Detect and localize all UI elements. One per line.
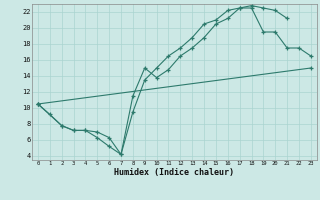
X-axis label: Humidex (Indice chaleur): Humidex (Indice chaleur) bbox=[115, 168, 234, 177]
